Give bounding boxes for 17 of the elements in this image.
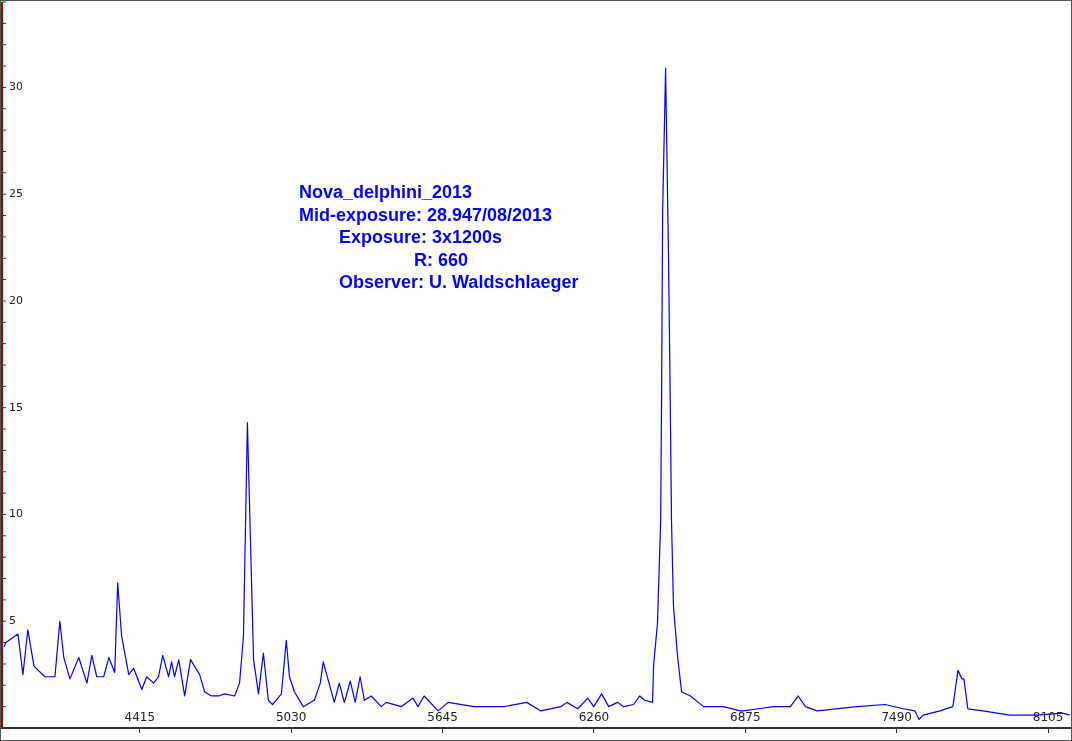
annotation: Exposure: 3x1200s xyxy=(339,227,503,248)
annotation: Observer: U. Waldschlaeger xyxy=(339,272,579,293)
annotation: Mid-exposure: 28.947/08/2013 xyxy=(299,204,553,226)
y-tick-label: 25 xyxy=(9,187,23,201)
annotation: Nova_delphini_2013 xyxy=(299,182,473,203)
y-tick-label: 20 xyxy=(9,293,23,307)
x-tick-label: 5645 xyxy=(427,709,458,724)
y-tick-label: 15 xyxy=(9,400,23,414)
annotation: R: 660 xyxy=(414,249,469,271)
x-tick-label: 4415 xyxy=(124,709,156,724)
x-tick-label: 6875 xyxy=(730,709,761,724)
y-tick-label: 30 xyxy=(9,80,23,94)
y-tick-label: 10 xyxy=(9,507,23,521)
y-tick-label: 5 xyxy=(9,614,16,628)
x-tick-label: 5030 xyxy=(275,709,307,724)
x-tick-label: 7490 xyxy=(881,709,912,724)
x-tick-label: 6260 xyxy=(578,709,610,724)
